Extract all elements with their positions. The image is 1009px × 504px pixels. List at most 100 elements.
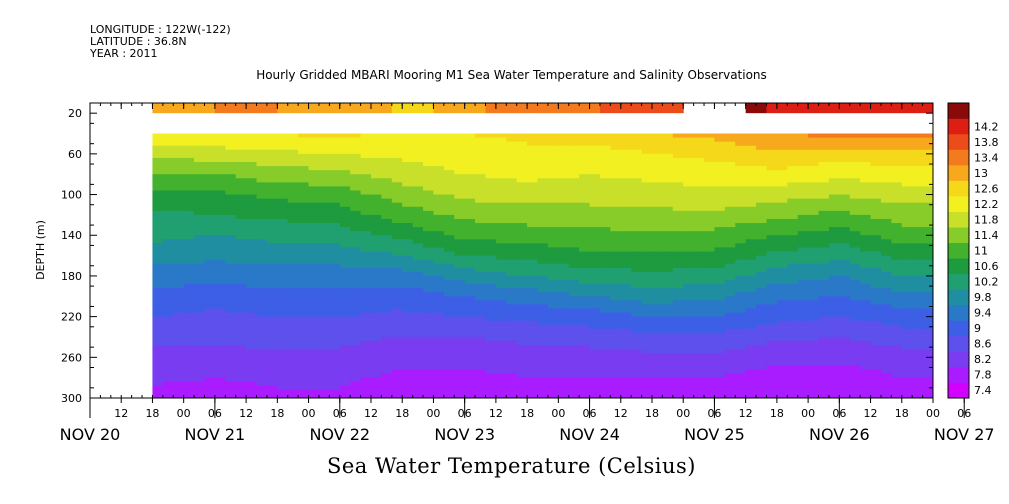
heatmap-cell — [880, 141, 892, 147]
heatmap-cell — [277, 332, 289, 338]
heatmap-cell — [828, 133, 840, 139]
heatmap-cell — [402, 206, 414, 212]
heatmap-cell — [412, 170, 424, 175]
heatmap-cell — [339, 206, 351, 212]
heatmap-cell — [443, 369, 455, 375]
heatmap-cell — [412, 381, 424, 387]
heatmap-cell — [516, 194, 528, 200]
heatmap-cell — [329, 365, 341, 371]
heatmap-cell — [246, 332, 258, 338]
heatmap-cell — [735, 251, 747, 257]
heatmap-cell — [433, 223, 445, 228]
heatmap-cell — [537, 251, 549, 257]
heatmap-cell — [308, 153, 320, 159]
heatmap-cell — [162, 389, 174, 395]
heatmap-cell — [371, 145, 382, 151]
heatmap-cell — [527, 190, 539, 196]
heatmap-cell — [693, 292, 705, 297]
heatmap-cell — [287, 300, 299, 305]
heatmap-cell — [308, 231, 320, 236]
heatmap-cell — [360, 243, 372, 248]
heatmap-cell — [714, 267, 726, 273]
heatmap-cell — [797, 263, 809, 269]
heatmap-cell — [745, 145, 757, 151]
heatmap-cell — [683, 251, 695, 257]
heatmap-cell — [880, 137, 892, 143]
heatmap-cell — [256, 336, 268, 342]
heatmap-cell — [402, 312, 414, 318]
heatmap-cell — [641, 243, 653, 248]
heatmap-cell — [828, 316, 840, 322]
heatmap-cell — [756, 385, 767, 391]
heatmap-cell — [610, 361, 622, 366]
heatmap-cell — [901, 243, 913, 248]
heatmap-cell — [516, 361, 528, 366]
heatmap-cell — [901, 328, 913, 334]
heatmap-cell — [714, 263, 726, 269]
heatmap-cell — [402, 328, 414, 334]
heatmap-cell — [683, 324, 695, 330]
heatmap-cell — [402, 194, 414, 200]
heatmap-cell — [724, 182, 736, 187]
heatmap-cell — [860, 149, 872, 155]
heatmap-cell — [454, 170, 466, 175]
heatmap-cell — [225, 300, 237, 305]
heatmap-cell — [797, 166, 809, 171]
heatmap-cell — [225, 190, 237, 196]
heatmap-cell — [714, 320, 726, 326]
heatmap-cell — [860, 235, 872, 240]
heatmap-cell — [652, 247, 663, 253]
heatmap-cell — [350, 324, 362, 330]
heatmap-cell — [599, 341, 611, 346]
heatmap-cell — [527, 235, 539, 240]
heatmap-cell — [756, 304, 767, 309]
heatmap-cell — [860, 320, 872, 326]
heatmap-cell — [350, 198, 362, 204]
heatmap-cell — [568, 194, 580, 200]
heatmap-cell — [475, 141, 486, 147]
heatmap-cell — [391, 214, 403, 220]
heatmap-cell — [808, 231, 820, 236]
heatmap-cell — [423, 389, 434, 395]
heatmap-cell — [912, 312, 924, 318]
heatmap-cell — [714, 316, 726, 322]
heatmap-cell — [516, 186, 528, 191]
heatmap-cell — [495, 231, 507, 236]
heatmap-cell — [735, 231, 747, 236]
heatmap-cell — [360, 341, 372, 346]
heatmap-cell — [318, 312, 330, 318]
heatmap-cell — [464, 349, 476, 354]
heatmap-cell — [828, 353, 840, 358]
heatmap-cell — [724, 239, 736, 244]
heatmap-cell — [287, 145, 299, 151]
heatmap-cell — [776, 284, 788, 289]
heatmap-cell — [568, 345, 580, 350]
heatmap-cell — [880, 223, 892, 228]
heatmap-cell — [287, 267, 299, 273]
heatmap-cell — [787, 149, 799, 155]
heatmap-cell — [454, 137, 466, 143]
heatmap-cell — [371, 251, 382, 257]
heatmap-cell — [756, 284, 767, 289]
heatmap-cell — [152, 227, 164, 232]
heatmap-cell — [589, 336, 601, 342]
heatmap-cell — [454, 328, 466, 334]
heatmap-cell — [266, 332, 278, 338]
heatmap-cell — [693, 296, 705, 301]
heatmap-cell — [631, 373, 643, 379]
heatmap-cell — [912, 345, 924, 350]
heatmap-cell — [527, 239, 539, 244]
heatmap-cell — [371, 182, 382, 187]
heatmap-cell — [183, 308, 195, 314]
heatmap-cell — [214, 149, 226, 155]
heatmap-cell — [162, 149, 174, 155]
heatmap-cell — [360, 239, 372, 244]
heatmap-cell — [433, 259, 445, 265]
heatmap-cell — [870, 267, 882, 273]
heatmap-cell — [787, 353, 799, 358]
heatmap-cell — [423, 304, 434, 309]
heatmap-cell — [693, 280, 705, 285]
heatmap-cell — [756, 361, 767, 366]
surface-band-cell — [568, 103, 580, 114]
heatmap-cell — [412, 389, 424, 395]
